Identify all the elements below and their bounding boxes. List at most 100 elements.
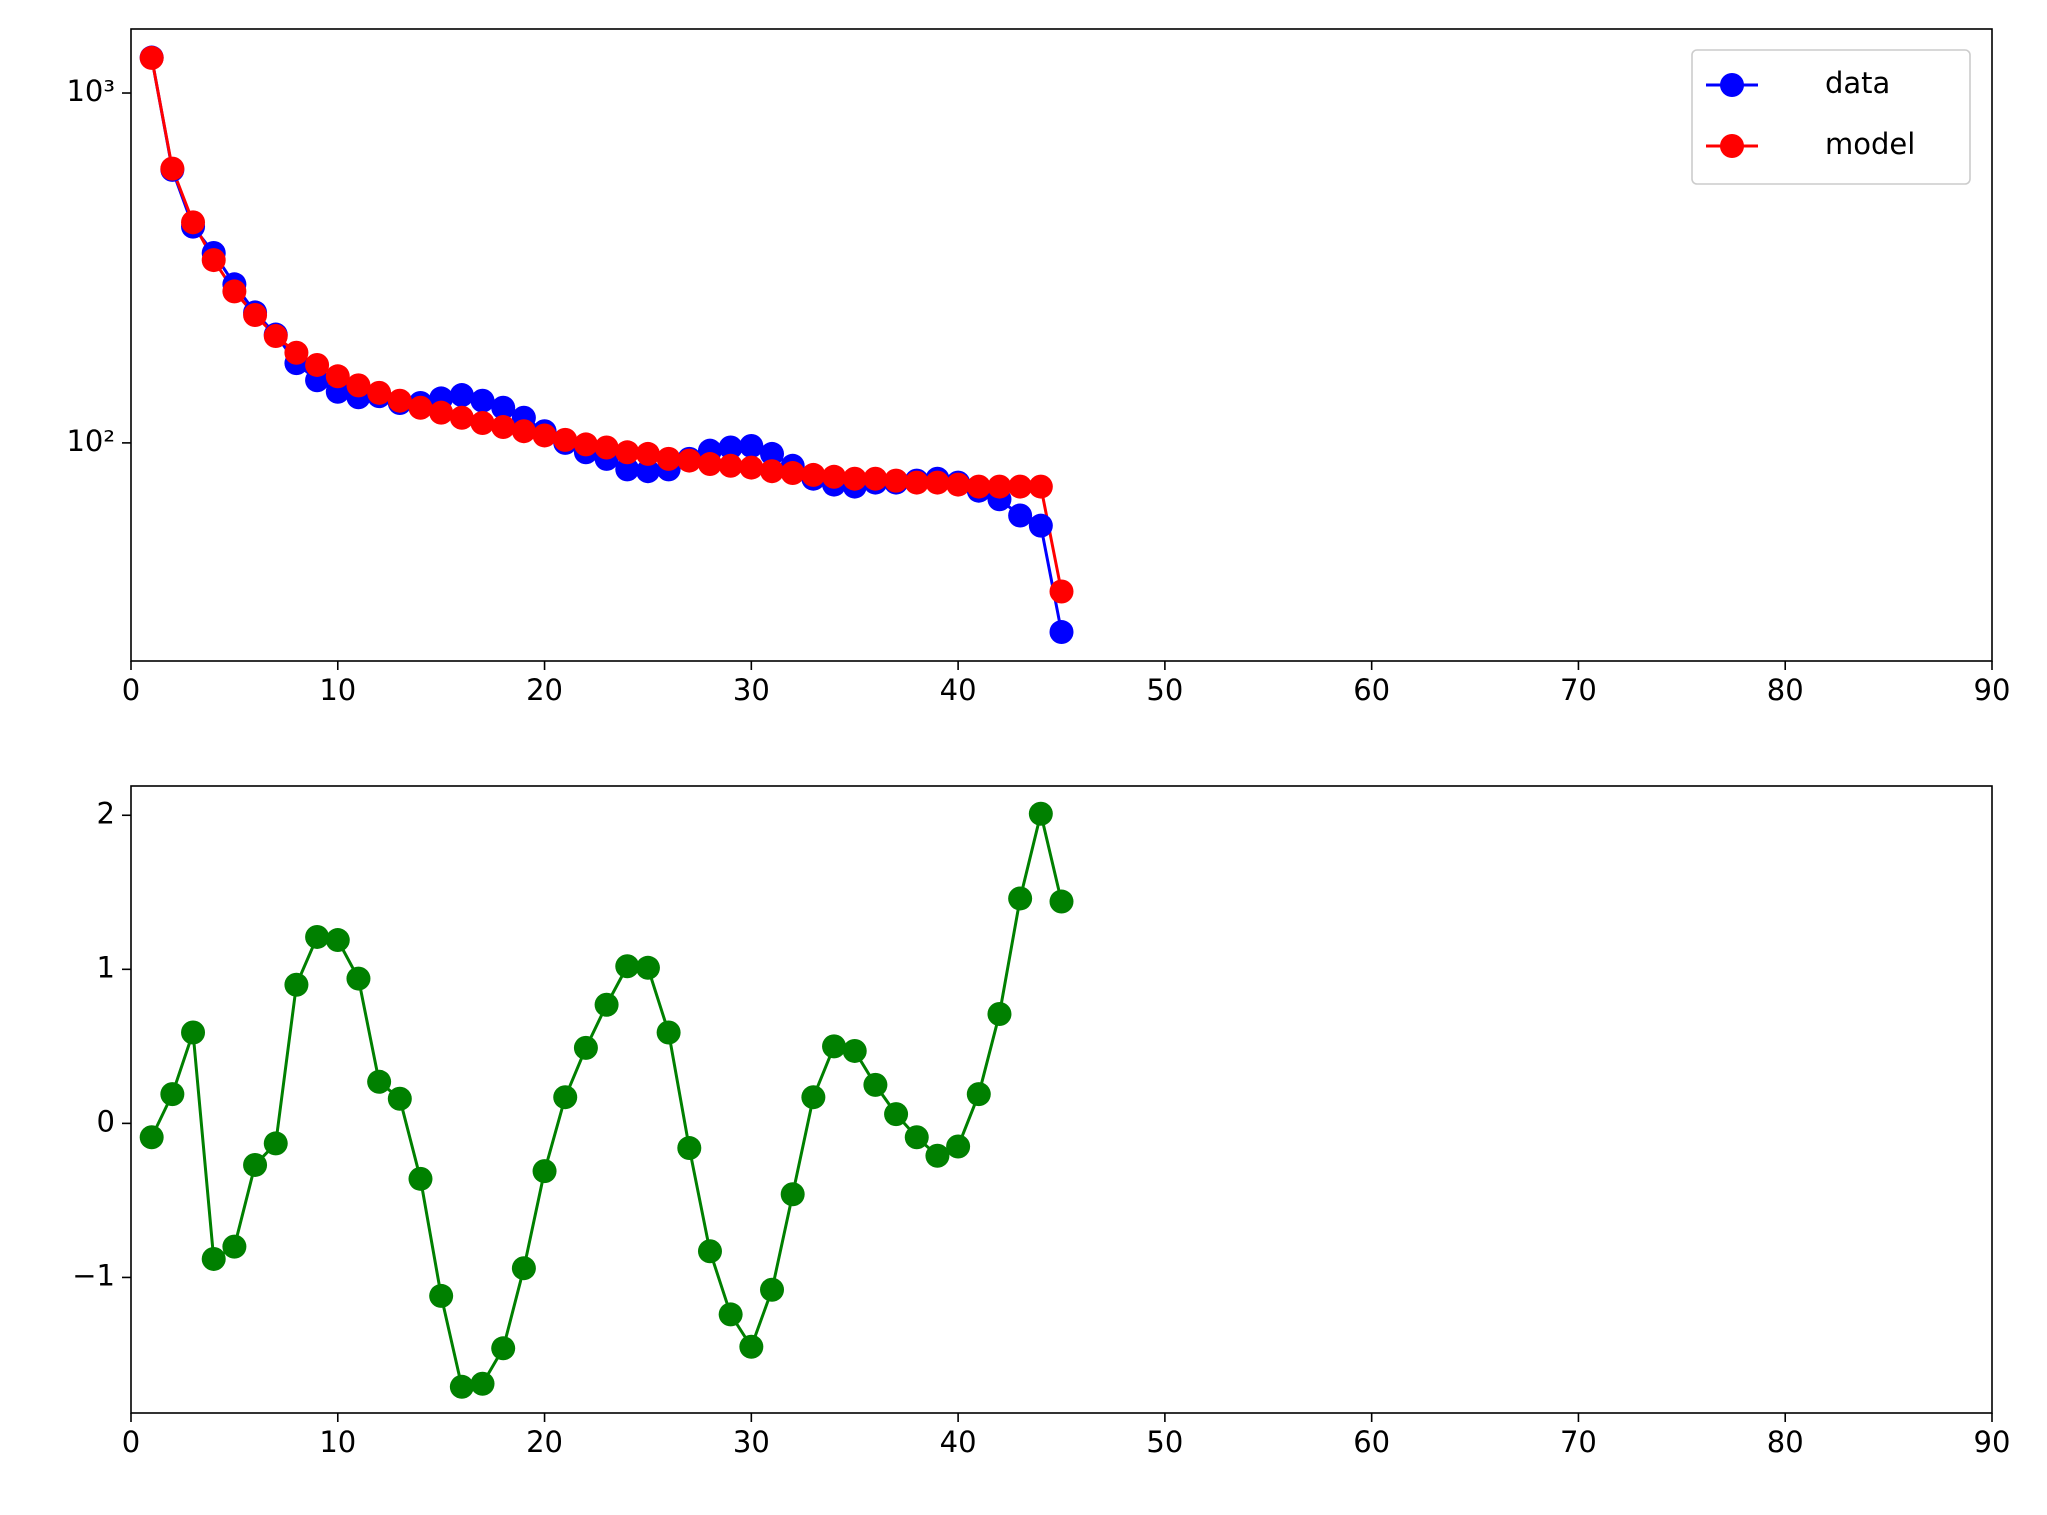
marker bbox=[573, 1035, 598, 1060]
marker bbox=[160, 1082, 185, 1107]
marker bbox=[263, 324, 288, 349]
marker bbox=[1049, 889, 1074, 914]
marker bbox=[801, 462, 826, 487]
x-tick-label: 50 bbox=[1146, 673, 1183, 707]
marker bbox=[801, 1085, 826, 1110]
marker bbox=[491, 395, 516, 420]
x-tick-label: 0 bbox=[122, 673, 140, 707]
marker bbox=[615, 440, 640, 465]
marker bbox=[1028, 513, 1053, 538]
marker bbox=[1028, 801, 1053, 826]
x-tick-label: 80 bbox=[1767, 673, 1804, 707]
marker bbox=[946, 1134, 971, 1159]
marker bbox=[139, 1125, 164, 1150]
marker bbox=[201, 1246, 226, 1271]
marker bbox=[511, 1256, 536, 1281]
x-tick-label: 90 bbox=[1974, 1425, 2011, 1459]
marker bbox=[305, 352, 330, 377]
series-line bbox=[150, 57, 1063, 592]
marker bbox=[181, 210, 206, 235]
marker bbox=[739, 455, 764, 480]
y-tick-label: −1 bbox=[72, 1258, 115, 1292]
marker bbox=[987, 1002, 1012, 1026]
marker bbox=[594, 992, 619, 1017]
marker bbox=[863, 1072, 888, 1097]
marker bbox=[284, 972, 309, 997]
marker bbox=[181, 1020, 206, 1045]
x-tick-label: 40 bbox=[940, 1425, 977, 1459]
x-tick-label: 70 bbox=[1560, 1425, 1597, 1459]
marker bbox=[904, 470, 929, 495]
x-tick-label: 30 bbox=[733, 673, 770, 707]
marker bbox=[222, 1234, 247, 1259]
marker bbox=[573, 432, 598, 457]
marker bbox=[346, 966, 371, 991]
marker bbox=[491, 1336, 516, 1361]
marker bbox=[553, 427, 578, 452]
marker bbox=[739, 433, 764, 458]
marker bbox=[470, 1371, 495, 1396]
marker bbox=[594, 435, 619, 460]
marker bbox=[449, 405, 474, 430]
marker bbox=[760, 459, 785, 484]
marker bbox=[1008, 474, 1033, 499]
marker bbox=[160, 156, 185, 181]
marker bbox=[470, 410, 495, 435]
marker bbox=[1049, 579, 1074, 604]
marker bbox=[243, 1152, 268, 1177]
axes-frame bbox=[130, 785, 1993, 1414]
marker bbox=[429, 1283, 454, 1308]
marker bbox=[470, 388, 495, 413]
series-line bbox=[150, 813, 1063, 1389]
x-tick-label: 40 bbox=[940, 673, 977, 707]
legend-label: data bbox=[1825, 66, 1890, 100]
marker bbox=[1008, 503, 1033, 528]
marker bbox=[408, 395, 433, 420]
x-tick-label: 60 bbox=[1353, 1425, 1390, 1459]
marker bbox=[532, 1159, 557, 1184]
marker bbox=[367, 1069, 392, 1094]
x-tick-label: 70 bbox=[1560, 673, 1597, 707]
x-tick-label: 20 bbox=[526, 673, 563, 707]
marker bbox=[615, 954, 640, 979]
marker bbox=[677, 1136, 702, 1161]
marker bbox=[449, 1374, 474, 1399]
marker bbox=[635, 441, 660, 466]
marker bbox=[946, 472, 971, 497]
marker bbox=[966, 474, 991, 499]
marker bbox=[325, 928, 350, 953]
marker bbox=[925, 1143, 950, 1168]
marker bbox=[449, 383, 474, 408]
y-tick-label: 10² bbox=[66, 424, 115, 458]
y-tick-label: 10³ bbox=[66, 74, 115, 108]
marker bbox=[656, 1020, 681, 1045]
marker bbox=[739, 1334, 764, 1359]
marker bbox=[884, 468, 909, 493]
marker bbox=[532, 423, 557, 448]
x-tick-label: 10 bbox=[319, 1425, 356, 1459]
marker bbox=[760, 1277, 785, 1302]
marker bbox=[367, 380, 392, 405]
marker bbox=[305, 924, 330, 949]
axes-frame bbox=[130, 28, 1993, 662]
marker bbox=[511, 419, 536, 444]
marker bbox=[1049, 620, 1074, 645]
marker bbox=[139, 45, 164, 70]
marker bbox=[863, 466, 888, 491]
x-tick-label: 80 bbox=[1767, 1425, 1804, 1459]
legend-marker bbox=[1720, 73, 1744, 97]
marker bbox=[780, 1182, 805, 1207]
marker bbox=[284, 340, 309, 365]
x-tick-label: 10 bbox=[319, 673, 356, 707]
marker bbox=[925, 470, 950, 495]
marker bbox=[408, 1166, 433, 1191]
legend-label: model bbox=[1825, 127, 1915, 161]
marker bbox=[635, 955, 660, 980]
marker bbox=[553, 1085, 578, 1110]
marker bbox=[987, 474, 1012, 499]
marker bbox=[635, 459, 660, 484]
marker bbox=[201, 248, 226, 273]
marker bbox=[429, 400, 454, 425]
y-tick-label: 0 bbox=[97, 1104, 115, 1138]
